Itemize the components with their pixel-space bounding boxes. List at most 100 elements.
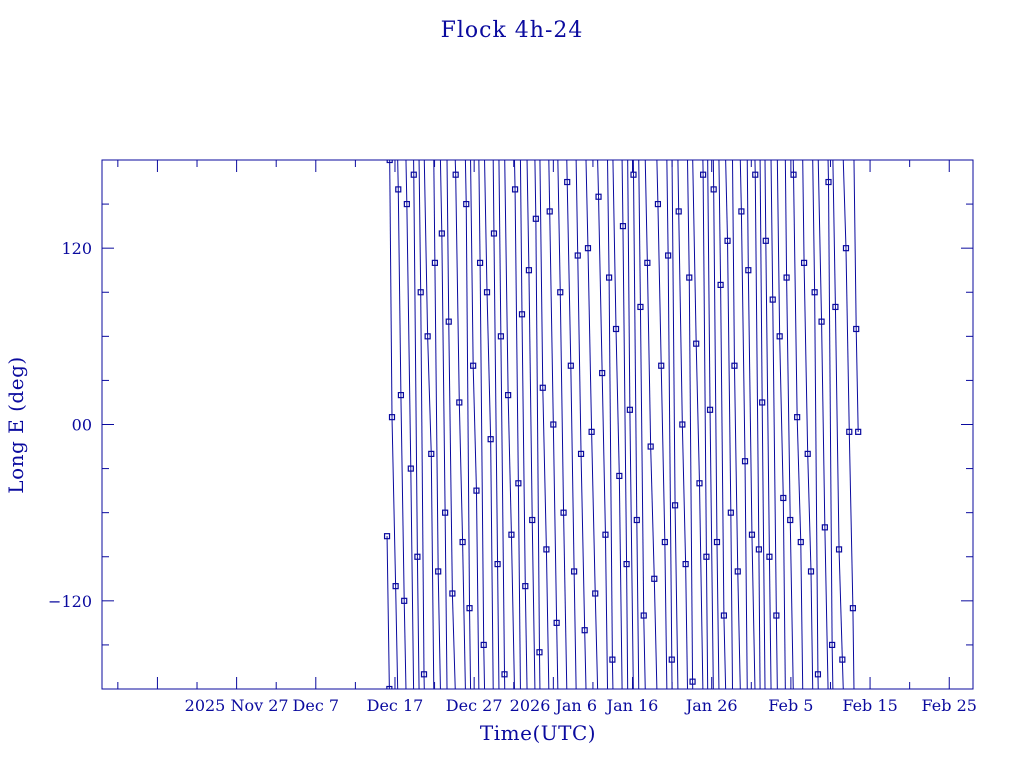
data-point-marker — [755, 546, 762, 553]
series-line-segment — [709, 409, 714, 689]
data-point-marker — [539, 384, 546, 391]
series-line-segment — [702, 174, 707, 557]
series-line-segment — [517, 483, 521, 689]
x-axis-label: Time(UTC) — [480, 721, 596, 745]
series-line-segment — [779, 336, 784, 498]
series-line-segment — [510, 534, 515, 689]
series-line-segment — [594, 593, 599, 689]
series-line-segment — [591, 431, 596, 594]
series-line-segment — [478, 160, 481, 263]
series-line-segment — [667, 255, 673, 660]
data-point-marker — [609, 656, 616, 663]
data-point-marker — [720, 612, 728, 619]
data-point-marker — [490, 230, 498, 237]
series-line-segment — [705, 556, 709, 689]
series-line-segment — [437, 571, 441, 689]
data-point-marker — [595, 193, 602, 200]
series-line-segment — [441, 233, 446, 513]
series-line-segment — [666, 160, 669, 256]
series-line-segment — [521, 314, 526, 587]
series-line-segment — [557, 160, 561, 293]
data-point-marker — [668, 656, 675, 663]
data-point-marker — [745, 267, 752, 274]
data-point-marker — [807, 568, 815, 575]
series-line-segment — [493, 233, 499, 565]
data-point-marker — [564, 178, 571, 186]
series-line-segment — [770, 160, 774, 300]
series-line-segment — [730, 512, 734, 689]
series-line-segment — [573, 571, 577, 689]
series-line-segment — [803, 262, 809, 454]
series-line-segment — [695, 343, 700, 484]
x-tick-label: Jan 26 — [684, 696, 738, 715]
data-point-marker — [703, 553, 710, 560]
series-line-segment — [807, 453, 812, 572]
series-line-segment — [416, 556, 420, 689]
series-line-segment — [618, 475, 623, 689]
series-line-segment — [831, 644, 834, 689]
series-line-segment — [587, 248, 593, 432]
data-point-marker — [821, 524, 828, 531]
data-point-marker — [511, 186, 519, 193]
data-point-marker — [717, 281, 724, 289]
series-line-segment — [439, 160, 443, 234]
data-point-marker — [640, 612, 647, 619]
series-line-segment — [552, 424, 558, 623]
data-point-marker — [738, 208, 745, 215]
series-line-segment — [395, 586, 399, 689]
series-line-segment — [772, 299, 777, 616]
series-line-segment — [446, 160, 450, 322]
series-line-segment — [644, 160, 648, 263]
data-point-marker — [577, 450, 585, 457]
data-point-marker — [449, 590, 456, 597]
series-line-segment — [584, 630, 587, 689]
data-point-marker — [686, 274, 693, 281]
series-line-segment — [834, 306, 840, 550]
data-point-marker — [612, 325, 620, 333]
series-line-segment — [498, 160, 502, 337]
data-point-marker — [713, 538, 721, 546]
data-point-marker — [741, 458, 749, 465]
series-line-segment — [548, 160, 551, 212]
data-point-marker — [466, 605, 473, 612]
series-line-segment — [604, 534, 609, 689]
series-line-segment — [761, 402, 766, 689]
chart-title: Flock 4h-24 — [441, 18, 584, 43]
data-point-marker — [567, 362, 574, 369]
data-point-marker — [543, 546, 550, 553]
series-line-segment — [646, 262, 652, 447]
series-line-segment — [759, 160, 763, 403]
data-point-marker — [571, 568, 578, 575]
data-point-marker — [383, 533, 391, 540]
data-point-marker — [473, 487, 480, 494]
series-line-segment — [397, 160, 399, 190]
data-point-marker — [602, 531, 609, 538]
series-line-segment — [633, 174, 638, 521]
series-line-segment — [458, 402, 464, 543]
series-line-segment — [585, 160, 589, 249]
data-point-marker — [748, 531, 756, 538]
data-point-marker — [658, 362, 665, 369]
series-line-segment — [852, 608, 855, 689]
series-line-segment — [789, 520, 794, 689]
series-line-segment — [692, 160, 697, 344]
data-point-marker — [787, 516, 794, 524]
data-point-marker — [494, 560, 501, 568]
series-line-segment — [737, 571, 741, 689]
series-line-segment — [817, 160, 823, 322]
data-point-marker — [727, 509, 734, 516]
data-point-marker — [790, 171, 797, 178]
data-point-marker — [410, 171, 417, 178]
series-line-segment — [784, 160, 788, 278]
data-point-marker — [584, 245, 592, 252]
data-point-marker — [849, 605, 857, 612]
series-line-segment — [639, 306, 645, 616]
series-line-segment — [420, 292, 425, 675]
series-line-segment — [608, 277, 613, 660]
data-point-marker — [731, 362, 738, 369]
series-line-segment — [444, 512, 448, 689]
series-line-segment — [758, 549, 761, 689]
series-line-segment — [678, 211, 683, 425]
data-point-marker — [619, 223, 627, 230]
series-line-segment — [556, 622, 559, 689]
